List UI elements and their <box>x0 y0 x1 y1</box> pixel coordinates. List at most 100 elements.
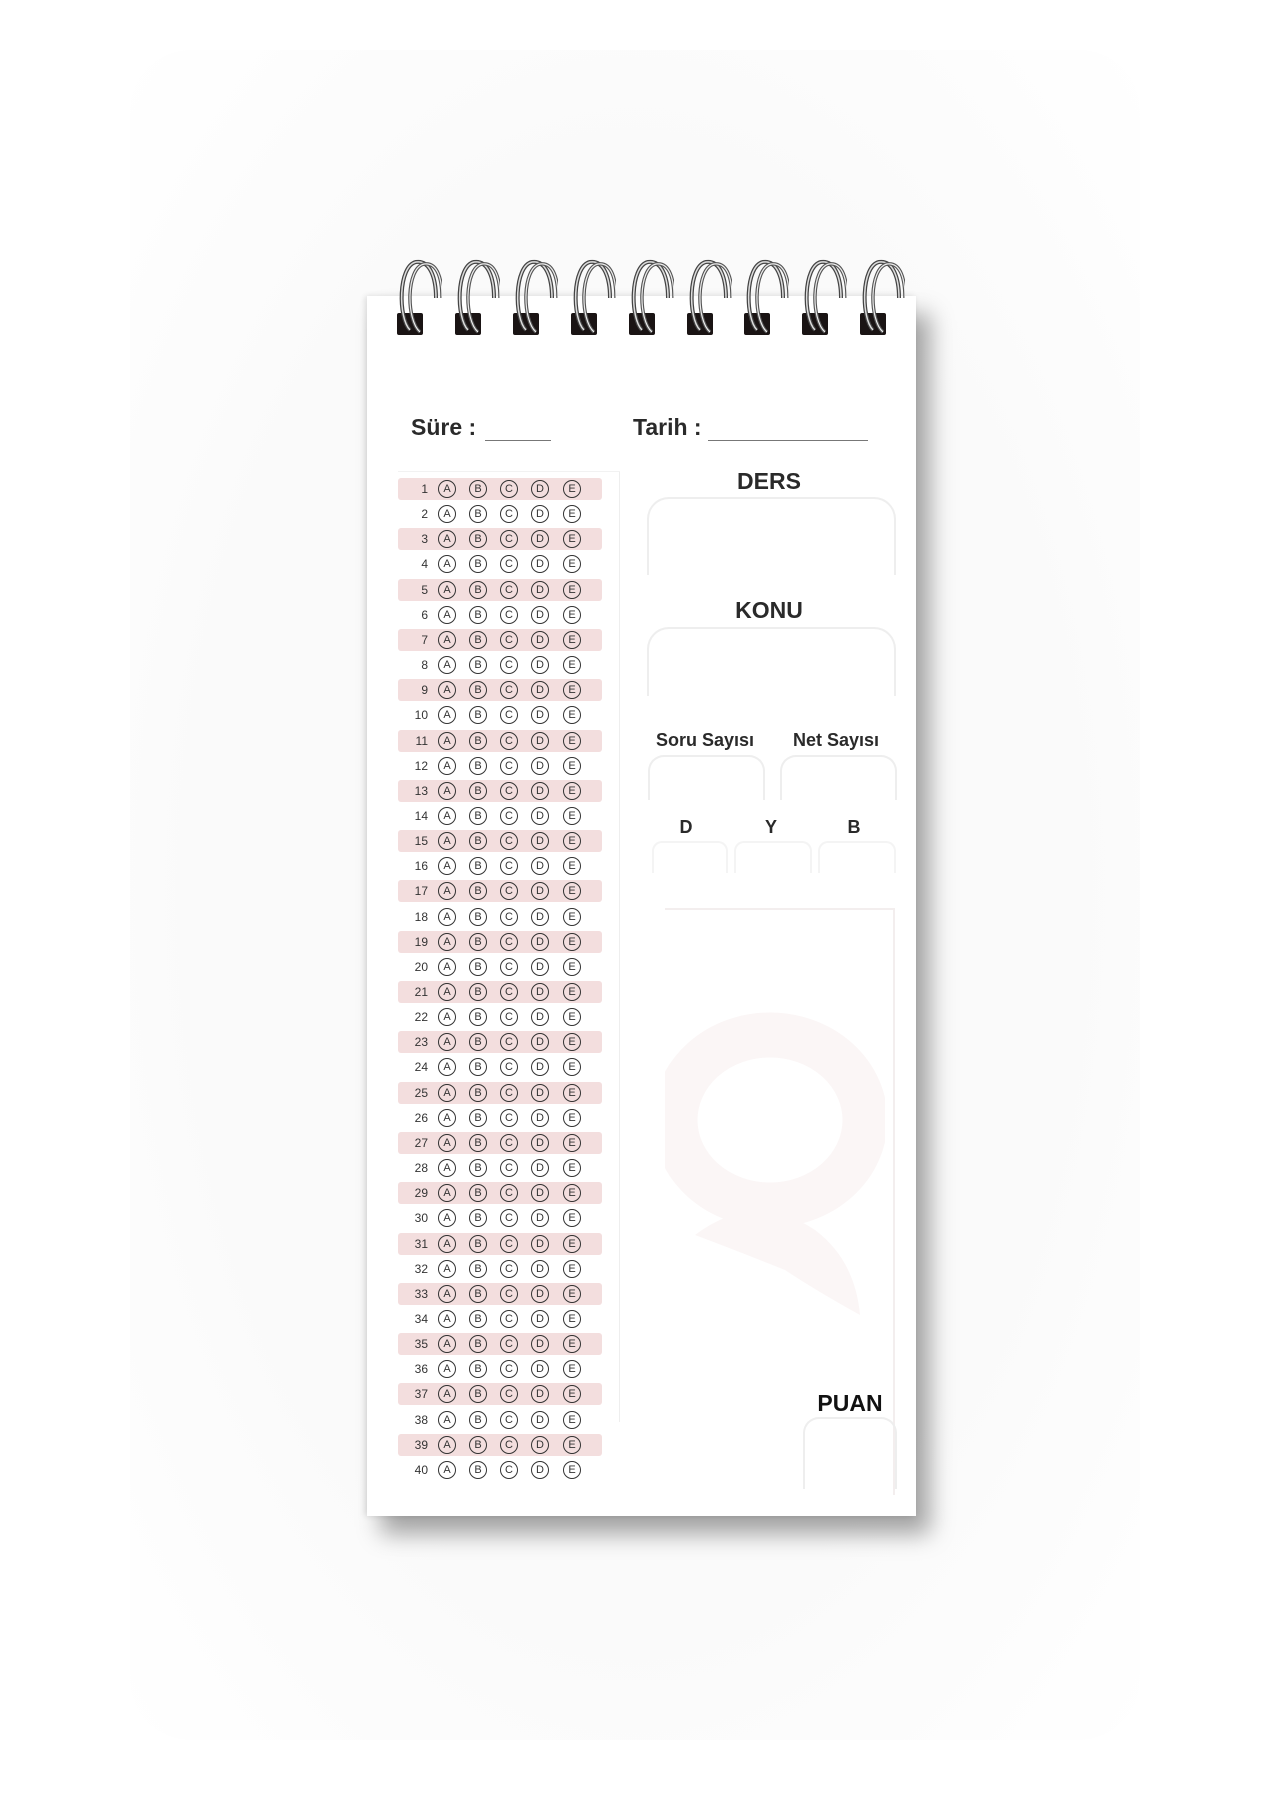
answer-bubble-e[interactable]: E <box>563 1234 581 1253</box>
answer-bubble-b[interactable]: B <box>469 832 487 851</box>
answer-bubble-e[interactable]: E <box>563 932 581 951</box>
answer-bubble-a[interactable]: A <box>438 1435 456 1454</box>
answer-bubble-a[interactable]: A <box>438 1360 456 1379</box>
answer-bubble-e[interactable]: E <box>563 781 581 800</box>
answer-bubble-b[interactable]: B <box>469 731 487 750</box>
answer-bubble-e[interactable]: E <box>563 1460 581 1479</box>
answer-bubble-c[interactable]: C <box>500 832 518 851</box>
answer-bubble-e[interactable]: E <box>563 1108 581 1127</box>
answer-bubble-b[interactable]: B <box>469 1410 487 1429</box>
answer-bubble-d[interactable]: D <box>531 530 549 549</box>
answer-bubble-d[interactable]: D <box>531 505 549 524</box>
answer-bubble-c[interactable]: C <box>500 1460 518 1479</box>
answer-bubble-b[interactable]: B <box>469 932 487 951</box>
answer-bubble-a[interactable]: A <box>438 1460 456 1479</box>
answer-bubble-a[interactable]: A <box>438 1259 456 1278</box>
answer-bubble-d[interactable]: D <box>531 1284 549 1303</box>
answer-bubble-e[interactable]: E <box>563 756 581 775</box>
answer-bubble-d[interactable]: D <box>531 605 549 624</box>
answer-bubble-c[interactable]: C <box>500 555 518 574</box>
answer-bubble-c[interactable]: C <box>500 756 518 775</box>
answer-bubble-e[interactable]: E <box>563 907 581 926</box>
answer-bubble-b[interactable]: B <box>469 756 487 775</box>
dogru-box[interactable] <box>652 841 728 873</box>
answer-bubble-b[interactable]: B <box>469 1284 487 1303</box>
answer-bubble-e[interactable]: E <box>563 1133 581 1152</box>
answer-bubble-b[interactable]: B <box>469 1435 487 1454</box>
answer-bubble-c[interactable]: C <box>500 630 518 649</box>
answer-bubble-d[interactable]: D <box>531 656 549 675</box>
answer-bubble-d[interactable]: D <box>531 1184 549 1203</box>
answer-bubble-b[interactable]: B <box>469 1184 487 1203</box>
answer-bubble-b[interactable]: B <box>469 1234 487 1253</box>
answer-bubble-e[interactable]: E <box>563 1360 581 1379</box>
answer-bubble-e[interactable]: E <box>563 1284 581 1303</box>
answer-bubble-b[interactable]: B <box>469 1385 487 1404</box>
notes-area[interactable] <box>665 908 895 1495</box>
answer-bubble-a[interactable]: A <box>438 832 456 851</box>
answer-bubble-b[interactable]: B <box>469 781 487 800</box>
answer-bubble-c[interactable]: C <box>500 731 518 750</box>
answer-bubble-d[interactable]: D <box>531 806 549 825</box>
answer-bubble-a[interactable]: A <box>438 1410 456 1429</box>
answer-bubble-c[interactable]: C <box>500 1259 518 1278</box>
answer-bubble-c[interactable]: C <box>500 1159 518 1178</box>
answer-bubble-e[interactable]: E <box>563 731 581 750</box>
answer-bubble-c[interactable]: C <box>500 1284 518 1303</box>
answer-bubble-d[interactable]: D <box>531 1108 549 1127</box>
answer-bubble-c[interactable]: C <box>500 1058 518 1077</box>
answer-bubble-a[interactable]: A <box>438 1108 456 1127</box>
answer-bubble-b[interactable]: B <box>469 1460 487 1479</box>
answer-bubble-a[interactable]: A <box>438 656 456 675</box>
answer-bubble-c[interactable]: C <box>500 1435 518 1454</box>
ders-box[interactable] <box>647 497 896 575</box>
answer-bubble-c[interactable]: C <box>500 957 518 976</box>
answer-bubble-d[interactable]: D <box>531 957 549 976</box>
answer-bubble-a[interactable]: A <box>438 580 456 599</box>
answer-bubble-a[interactable]: A <box>438 1008 456 1027</box>
answer-bubble-c[interactable]: C <box>500 1309 518 1328</box>
answer-bubble-b[interactable]: B <box>469 1133 487 1152</box>
answer-bubble-b[interactable]: B <box>469 1058 487 1077</box>
answer-bubble-b[interactable]: B <box>469 555 487 574</box>
answer-bubble-a[interactable]: A <box>438 630 456 649</box>
answer-bubble-d[interactable]: D <box>531 1209 549 1228</box>
answer-bubble-a[interactable]: A <box>438 882 456 901</box>
answer-bubble-d[interactable]: D <box>531 1385 549 1404</box>
answer-bubble-b[interactable]: B <box>469 1309 487 1328</box>
answer-bubble-a[interactable]: A <box>438 1133 456 1152</box>
answer-bubble-d[interactable]: D <box>531 857 549 876</box>
answer-bubble-b[interactable]: B <box>469 530 487 549</box>
answer-bubble-e[interactable]: E <box>563 656 581 675</box>
answer-bubble-b[interactable]: B <box>469 1259 487 1278</box>
answer-bubble-e[interactable]: E <box>563 1008 581 1027</box>
answer-bubble-b[interactable]: B <box>469 1159 487 1178</box>
answer-bubble-b[interactable]: B <box>469 681 487 700</box>
answer-bubble-a[interactable]: A <box>438 706 456 725</box>
answer-bubble-a[interactable]: A <box>438 1385 456 1404</box>
answer-bubble-c[interactable]: C <box>500 1108 518 1127</box>
sure-field[interactable] <box>485 440 551 441</box>
answer-bubble-d[interactable]: D <box>531 630 549 649</box>
answer-bubble-a[interactable]: A <box>438 480 456 498</box>
answer-bubble-a[interactable]: A <box>438 1159 456 1178</box>
answer-bubble-b[interactable]: B <box>469 1083 487 1102</box>
answer-bubble-d[interactable]: D <box>531 1159 549 1178</box>
answer-bubble-e[interactable]: E <box>563 530 581 549</box>
answer-bubble-c[interactable]: C <box>500 605 518 624</box>
answer-bubble-b[interactable]: B <box>469 706 487 725</box>
answer-bubble-c[interactable]: C <box>500 882 518 901</box>
answer-bubble-b[interactable]: B <box>469 983 487 1001</box>
answer-bubble-a[interactable]: A <box>438 932 456 951</box>
answer-bubble-a[interactable]: A <box>438 1209 456 1228</box>
answer-bubble-e[interactable]: E <box>563 1435 581 1454</box>
answer-bubble-c[interactable]: C <box>500 806 518 825</box>
answer-bubble-b[interactable]: B <box>469 1209 487 1228</box>
answer-bubble-a[interactable]: A <box>438 530 456 549</box>
answer-bubble-a[interactable]: A <box>438 505 456 524</box>
answer-bubble-a[interactable]: A <box>438 1309 456 1328</box>
answer-bubble-e[interactable]: E <box>563 832 581 851</box>
answer-bubble-c[interactable]: C <box>500 1133 518 1152</box>
answer-bubble-a[interactable]: A <box>438 857 456 876</box>
answer-bubble-c[interactable]: C <box>500 1008 518 1027</box>
